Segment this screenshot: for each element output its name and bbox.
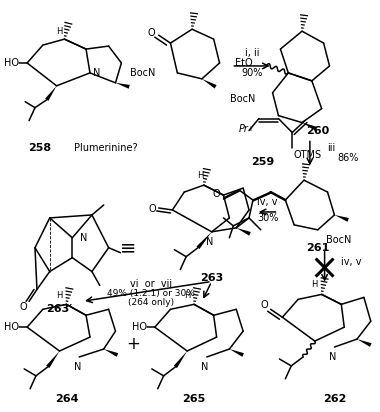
Text: 90%: 90% [241,68,263,78]
Polygon shape [196,232,212,249]
Text: H: H [56,27,63,36]
Polygon shape [45,86,57,101]
Text: H: H [184,291,190,300]
Text: N: N [80,233,87,243]
Text: N: N [329,352,336,362]
Polygon shape [116,83,130,89]
Text: BocN: BocN [230,94,255,104]
Polygon shape [230,349,244,357]
Text: H: H [312,280,318,289]
Text: (264 only): (264 only) [128,298,174,307]
Text: BocN: BocN [130,68,156,78]
Text: i, ii: i, ii [245,48,259,58]
Text: N: N [201,362,209,372]
Text: HO: HO [4,322,19,332]
Text: 265: 265 [182,394,206,404]
Text: Plumerinine?: Plumerinine? [74,143,138,153]
Polygon shape [302,122,317,130]
Polygon shape [174,351,187,368]
Text: 262: 262 [323,394,346,404]
Text: Pr: Pr [239,124,249,133]
Polygon shape [357,339,372,347]
Text: i: i [249,126,251,131]
Text: O: O [149,204,157,214]
Text: N: N [73,362,81,372]
Text: H: H [197,171,203,180]
Text: 86%: 86% [337,153,359,163]
Text: H: H [56,291,63,300]
Polygon shape [202,79,217,89]
Text: 264: 264 [55,394,78,404]
Text: OTMS: OTMS [293,150,321,160]
Text: 260: 260 [306,126,329,136]
Text: O: O [19,302,27,312]
Text: O: O [213,189,220,199]
Text: EtO: EtO [235,58,253,68]
Text: 263′: 263′ [46,304,73,314]
Text: iv, v: iv, v [341,257,362,267]
Text: BocN: BocN [326,235,351,245]
Text: vi  or  vii: vi or vii [130,279,172,290]
Text: 258: 258 [28,143,51,153]
Polygon shape [236,228,251,236]
Polygon shape [334,215,349,222]
Text: HO: HO [4,58,19,68]
Text: iv, v: iv, v [257,197,278,207]
Text: 30%: 30% [257,213,279,223]
Polygon shape [104,349,118,357]
Text: ≡: ≡ [120,238,136,257]
Text: 49% (1.2:1) or 30%: 49% (1.2:1) or 30% [107,289,195,298]
Text: +: + [126,335,140,353]
Text: 261: 261 [306,243,329,253]
Text: 259: 259 [251,157,274,167]
Text: O: O [147,28,155,38]
Text: O: O [261,300,269,310]
Text: iii: iii [328,143,336,153]
Text: 263: 263 [200,272,223,283]
Polygon shape [46,351,60,368]
Text: HO: HO [132,322,147,332]
Text: N: N [93,68,101,78]
Text: N: N [206,237,214,247]
